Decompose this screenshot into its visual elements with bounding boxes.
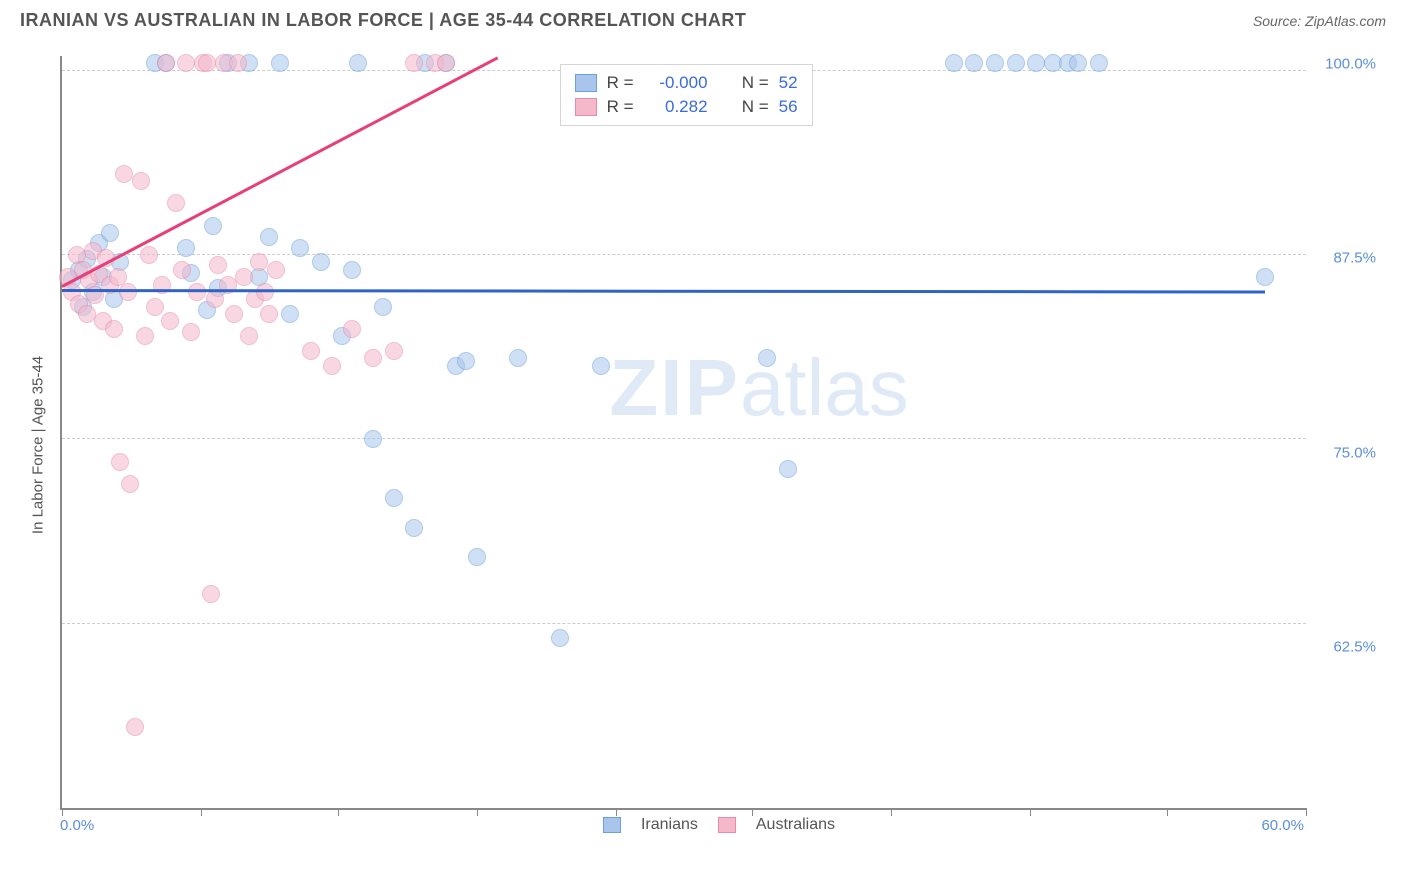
data-point <box>1069 54 1087 72</box>
data-point <box>132 172 150 190</box>
data-point <box>182 323 200 341</box>
source-label: Source: ZipAtlas.com <box>1253 13 1386 29</box>
data-point <box>343 320 361 338</box>
data-point <box>121 475 139 493</box>
data-point <box>267 261 285 279</box>
data-point <box>364 430 382 448</box>
plot-area: ZIPatlas R = -0.000 N = 52R = 0.282 N = … <box>60 56 1306 810</box>
data-point <box>965 54 983 72</box>
data-point <box>758 349 776 367</box>
data-point <box>209 256 227 274</box>
data-point <box>146 298 164 316</box>
data-point <box>250 253 268 271</box>
data-point <box>177 239 195 257</box>
data-point <box>240 327 258 345</box>
data-point <box>202 585 220 603</box>
y-tick-label: 62.5% <box>1333 639 1376 656</box>
legend-bottom: Iranians Australians <box>603 816 835 834</box>
data-point <box>198 54 216 72</box>
data-point <box>1007 54 1025 72</box>
data-point <box>385 342 403 360</box>
data-point <box>1256 268 1274 286</box>
y-tick-label: 100.0% <box>1325 55 1376 72</box>
data-point <box>225 305 243 323</box>
y-tick-label: 75.0% <box>1333 444 1376 461</box>
trend-line <box>62 289 1265 293</box>
data-point <box>468 548 486 566</box>
data-point <box>364 349 382 367</box>
data-point <box>437 54 455 72</box>
data-point <box>291 239 309 257</box>
x-tick-label: 0.0% <box>60 817 94 834</box>
data-point <box>592 357 610 375</box>
data-point <box>945 54 963 72</box>
data-point <box>779 460 797 478</box>
data-point <box>986 54 1004 72</box>
data-point <box>457 352 475 370</box>
data-point <box>206 290 224 308</box>
data-point <box>260 305 278 323</box>
data-point <box>405 519 423 537</box>
data-point <box>101 224 119 242</box>
data-point <box>177 54 195 72</box>
data-point <box>343 261 361 279</box>
data-point <box>1090 54 1108 72</box>
data-point <box>312 253 330 271</box>
data-point <box>161 312 179 330</box>
data-point <box>551 629 569 647</box>
data-point <box>235 268 253 286</box>
data-point <box>105 320 123 338</box>
data-point <box>302 342 320 360</box>
chart-container: In Labor Force | Age 35-44 ZIPatlas R = … <box>42 48 1396 842</box>
y-tick-label: 87.5% <box>1333 250 1376 267</box>
x-tick-label: 60.0% <box>1261 817 1304 834</box>
data-point <box>281 305 299 323</box>
data-point <box>204 217 222 235</box>
data-point <box>136 327 154 345</box>
data-point <box>349 54 367 72</box>
data-point <box>260 228 278 246</box>
legend-label-iranians: Iranians <box>641 816 698 834</box>
data-point <box>157 54 175 72</box>
data-point <box>405 54 423 72</box>
data-point <box>229 54 247 72</box>
data-point <box>323 357 341 375</box>
chart-title: IRANIAN VS AUSTRALIAN IN LABOR FORCE | A… <box>20 10 746 31</box>
data-point <box>1027 54 1045 72</box>
data-point <box>115 165 133 183</box>
data-point <box>509 349 527 367</box>
data-point <box>173 261 191 279</box>
australians-swatch <box>718 817 736 833</box>
data-point <box>111 453 129 471</box>
data-point <box>78 305 96 323</box>
y-axis-label: In Labor Force | Age 35-44 <box>30 356 47 534</box>
data-point <box>167 194 185 212</box>
data-point <box>271 54 289 72</box>
data-point <box>374 298 392 316</box>
legend-top: R = -0.000 N = 52R = 0.282 N = 56 <box>560 64 813 126</box>
iranians-swatch <box>603 817 621 833</box>
data-point <box>140 246 158 264</box>
legend-label-australians: Australians <box>756 816 835 834</box>
data-point <box>126 718 144 736</box>
data-point <box>385 489 403 507</box>
